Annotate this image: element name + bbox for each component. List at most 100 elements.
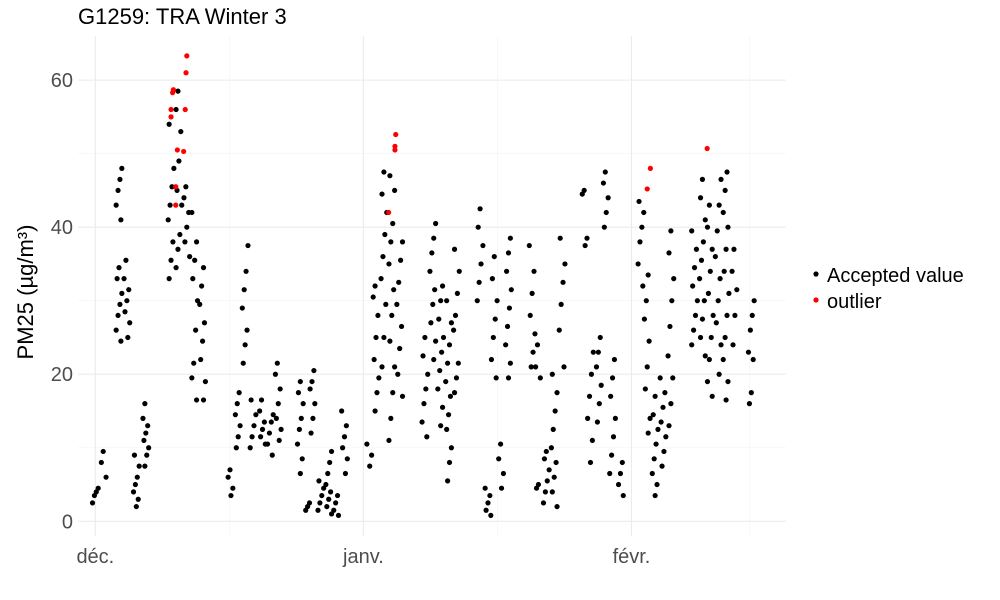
data-point-accepted <box>399 239 406 245</box>
data-point-accepted <box>364 441 370 447</box>
data-point-accepted <box>175 88 181 94</box>
data-point-accepted <box>438 423 444 429</box>
data-point-accepted <box>560 279 566 285</box>
data-point-accepted <box>718 176 724 182</box>
data-point-accepted <box>122 309 128 315</box>
data-point-accepted <box>118 338 124 344</box>
data-point-accepted <box>308 430 314 436</box>
data-point-accepted <box>655 426 661 432</box>
data-point-accepted <box>527 312 533 319</box>
data-point-accepted <box>446 342 453 348</box>
data-point-accepted <box>142 401 148 407</box>
data-point-accepted <box>392 187 398 194</box>
chart-title: G1259: TRA Winter 3 <box>78 4 287 29</box>
data-point-accepted <box>432 287 438 293</box>
data-point-accepted <box>750 356 756 363</box>
data-point-accepted <box>165 217 171 223</box>
data-point-accepted <box>388 415 394 421</box>
data-point-accepted <box>130 489 137 495</box>
data-point-accepted <box>419 419 425 425</box>
data-point-accepted <box>593 364 600 370</box>
data-point-accepted <box>596 401 602 407</box>
data-point-accepted <box>118 217 124 223</box>
data-point-accepted <box>342 470 349 477</box>
data-point-accepted <box>438 298 444 304</box>
data-point-accepted <box>317 500 323 506</box>
data-point-accepted <box>726 290 732 296</box>
data-point-accepted <box>119 165 125 171</box>
data-point-accepted <box>273 415 279 421</box>
data-point-accepted <box>439 404 446 410</box>
data-point-accepted <box>398 257 404 263</box>
data-point-accepted <box>200 397 207 403</box>
data-point-accepted <box>230 485 236 491</box>
data-point-accepted <box>339 445 346 451</box>
data-point-accepted <box>249 434 255 440</box>
data-point-accepted <box>652 393 658 399</box>
data-point-accepted <box>708 334 714 341</box>
data-point-accepted <box>388 239 394 245</box>
data-point-accepted <box>497 441 504 447</box>
data-point-accepted <box>399 393 406 399</box>
legend-key-outlier <box>813 297 819 303</box>
data-point-accepted <box>261 419 267 425</box>
x-tick-label: déc. <box>76 546 114 568</box>
data-point-accepted <box>428 320 434 326</box>
data-point-accepted <box>390 220 396 227</box>
data-point-outlier <box>184 53 190 59</box>
data-point-accepted <box>745 349 752 355</box>
data-point-accepted <box>248 397 254 403</box>
data-point-accepted <box>724 169 730 175</box>
data-point-accepted <box>552 408 558 414</box>
data-point-accepted <box>376 375 382 381</box>
data-point-accepted <box>123 257 129 263</box>
data-point-accepted <box>666 423 672 429</box>
data-point-accepted <box>300 401 306 407</box>
data-point-outlier <box>182 106 188 113</box>
data-point-accepted <box>198 356 204 363</box>
data-point-accepted <box>700 239 706 245</box>
data-point-accepted <box>433 220 439 227</box>
data-point-outlier <box>392 147 398 153</box>
data-point-accepted <box>372 408 378 414</box>
data-point-accepted <box>95 485 101 491</box>
data-point-accepted <box>372 283 378 289</box>
data-point-accepted <box>506 305 513 311</box>
data-point-accepted <box>444 426 450 432</box>
data-point-accepted <box>720 209 726 216</box>
data-point-accepted <box>380 253 386 260</box>
data-point-accepted <box>747 327 753 333</box>
data-point-accepted <box>528 364 534 370</box>
data-point-accepted <box>706 356 712 363</box>
data-point-accepted <box>619 459 625 466</box>
data-point-outlier <box>183 70 189 76</box>
data-point-accepted <box>640 283 646 289</box>
data-point-accepted <box>333 500 339 506</box>
data-point-accepted <box>653 441 659 447</box>
data-point-accepted <box>597 334 603 341</box>
data-point-accepted <box>534 342 541 348</box>
data-point-accepted <box>485 500 491 506</box>
data-point-accepted <box>312 401 318 407</box>
data-point-accepted <box>671 276 677 282</box>
data-point-accepted <box>199 338 206 344</box>
data-point-accepted <box>697 195 704 201</box>
data-point-accepted <box>227 467 233 473</box>
data-point-accepted <box>448 445 454 451</box>
data-point-accepted <box>425 371 431 377</box>
data-point-accepted <box>264 441 271 447</box>
data-point-accepted <box>275 401 281 407</box>
data-point-accepted <box>720 356 726 363</box>
data-point-accepted <box>482 485 488 491</box>
legend-label-accepted-value: Accepted value <box>827 265 964 287</box>
data-point-accepted <box>177 231 183 238</box>
data-point-accepted <box>620 492 626 499</box>
data-point-accepted <box>125 334 131 341</box>
data-point-accepted <box>562 261 568 267</box>
data-point-accepted <box>228 492 234 499</box>
data-point-accepted <box>390 390 396 396</box>
data-point-accepted <box>182 239 188 245</box>
data-point-accepted <box>492 316 498 322</box>
data-point-accepted <box>507 235 513 241</box>
data-point-accepted <box>712 253 718 260</box>
